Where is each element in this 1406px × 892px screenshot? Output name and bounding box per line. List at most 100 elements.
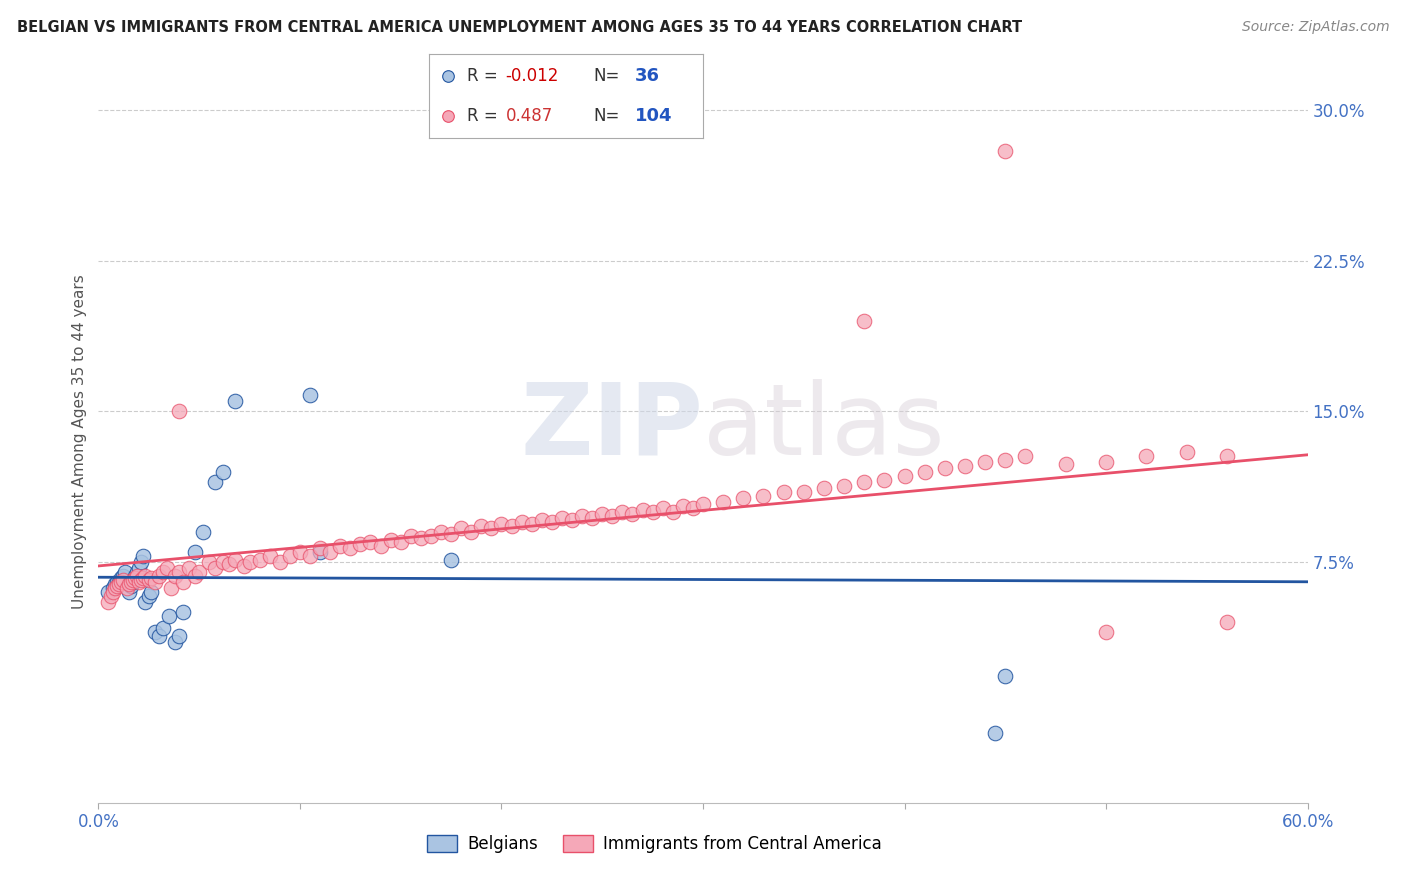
Point: [914, 465, 936, 479]
Point: [212, 465, 235, 479]
Point: [853, 475, 876, 489]
Point: [329, 539, 352, 553]
Point: [152, 565, 174, 579]
Point: [111, 573, 134, 587]
Point: [103, 577, 125, 591]
Point: [152, 621, 174, 635]
Point: [172, 605, 194, 619]
Point: [409, 531, 432, 545]
Point: [571, 508, 593, 523]
Point: [167, 629, 190, 643]
Point: [125, 569, 148, 583]
Point: [148, 629, 170, 643]
Point: [793, 484, 815, 499]
Text: 0.487: 0.487: [506, 107, 553, 125]
Point: [101, 585, 124, 599]
Point: [163, 569, 186, 583]
Point: [682, 500, 704, 515]
Point: [139, 585, 162, 599]
Point: [561, 513, 583, 527]
Text: 36: 36: [634, 67, 659, 85]
Point: [105, 574, 128, 589]
Text: BELGIAN VS IMMIGRANTS FROM CENTRAL AMERICA UNEMPLOYMENT AMONG AGES 35 TO 44 YEAR: BELGIAN VS IMMIGRANTS FROM CENTRAL AMERI…: [17, 20, 1022, 35]
Point: [460, 524, 482, 539]
Point: [299, 388, 322, 402]
Text: -0.012: -0.012: [506, 67, 560, 85]
Point: [309, 541, 332, 555]
Point: [984, 725, 1007, 739]
Point: [232, 558, 254, 574]
Point: [437, 109, 460, 123]
Point: [1014, 449, 1036, 463]
Point: [641, 505, 664, 519]
Point: [440, 526, 463, 541]
Point: [101, 581, 124, 595]
Point: [269, 555, 291, 569]
Point: [288, 545, 311, 559]
Point: [733, 491, 755, 505]
Point: [813, 481, 835, 495]
Point: [399, 529, 422, 543]
Text: N=: N=: [593, 107, 620, 125]
Point: [132, 571, 155, 585]
Point: [105, 579, 128, 593]
Text: R =: R =: [467, 67, 498, 85]
Point: [188, 565, 211, 579]
Point: [160, 581, 183, 595]
Point: [389, 534, 412, 549]
Point: [120, 574, 142, 589]
Point: [711, 494, 734, 508]
Point: [602, 508, 624, 523]
Text: Source: ZipAtlas.com: Source: ZipAtlas.com: [1241, 20, 1389, 34]
Point: [1135, 449, 1157, 463]
Point: [370, 539, 392, 553]
Point: [440, 553, 463, 567]
Point: [1054, 457, 1077, 471]
Point: [179, 561, 201, 575]
Point: [163, 635, 186, 649]
Point: [450, 521, 472, 535]
Point: [581, 510, 603, 524]
Point: [349, 537, 371, 551]
Point: [132, 549, 155, 563]
Point: [193, 524, 215, 539]
Point: [651, 500, 673, 515]
Point: [167, 565, 190, 579]
Point: [530, 513, 553, 527]
Point: [129, 573, 152, 587]
Point: [118, 577, 141, 591]
Point: [124, 569, 146, 583]
Point: [110, 571, 132, 585]
Point: [138, 589, 160, 603]
Point: [121, 574, 143, 589]
Point: [184, 545, 207, 559]
Point: [218, 557, 240, 571]
Point: [591, 507, 613, 521]
Point: [994, 144, 1017, 158]
Point: [974, 455, 997, 469]
Point: [1095, 455, 1118, 469]
Point: [299, 549, 322, 563]
Point: [143, 574, 166, 589]
Point: [139, 571, 162, 585]
Point: [621, 507, 644, 521]
Point: [224, 553, 246, 567]
Point: [612, 505, 634, 519]
Point: [239, 555, 262, 569]
Point: [156, 561, 179, 575]
Point: [204, 561, 226, 575]
Point: [148, 569, 170, 583]
Point: [520, 516, 543, 531]
Point: [100, 589, 122, 603]
Point: [661, 505, 683, 519]
Point: [124, 571, 146, 585]
Text: R =: R =: [467, 107, 498, 125]
Point: [692, 497, 714, 511]
Text: ZIP: ZIP: [520, 378, 703, 475]
Legend: Belgians, Immigrants from Central America: Belgians, Immigrants from Central Americ…: [420, 828, 889, 860]
Point: [360, 534, 382, 549]
Point: [1095, 625, 1118, 640]
Y-axis label: Unemployment Among Ages 35 to 44 years: Unemployment Among Ages 35 to 44 years: [72, 274, 87, 609]
Point: [873, 473, 896, 487]
Point: [120, 579, 142, 593]
